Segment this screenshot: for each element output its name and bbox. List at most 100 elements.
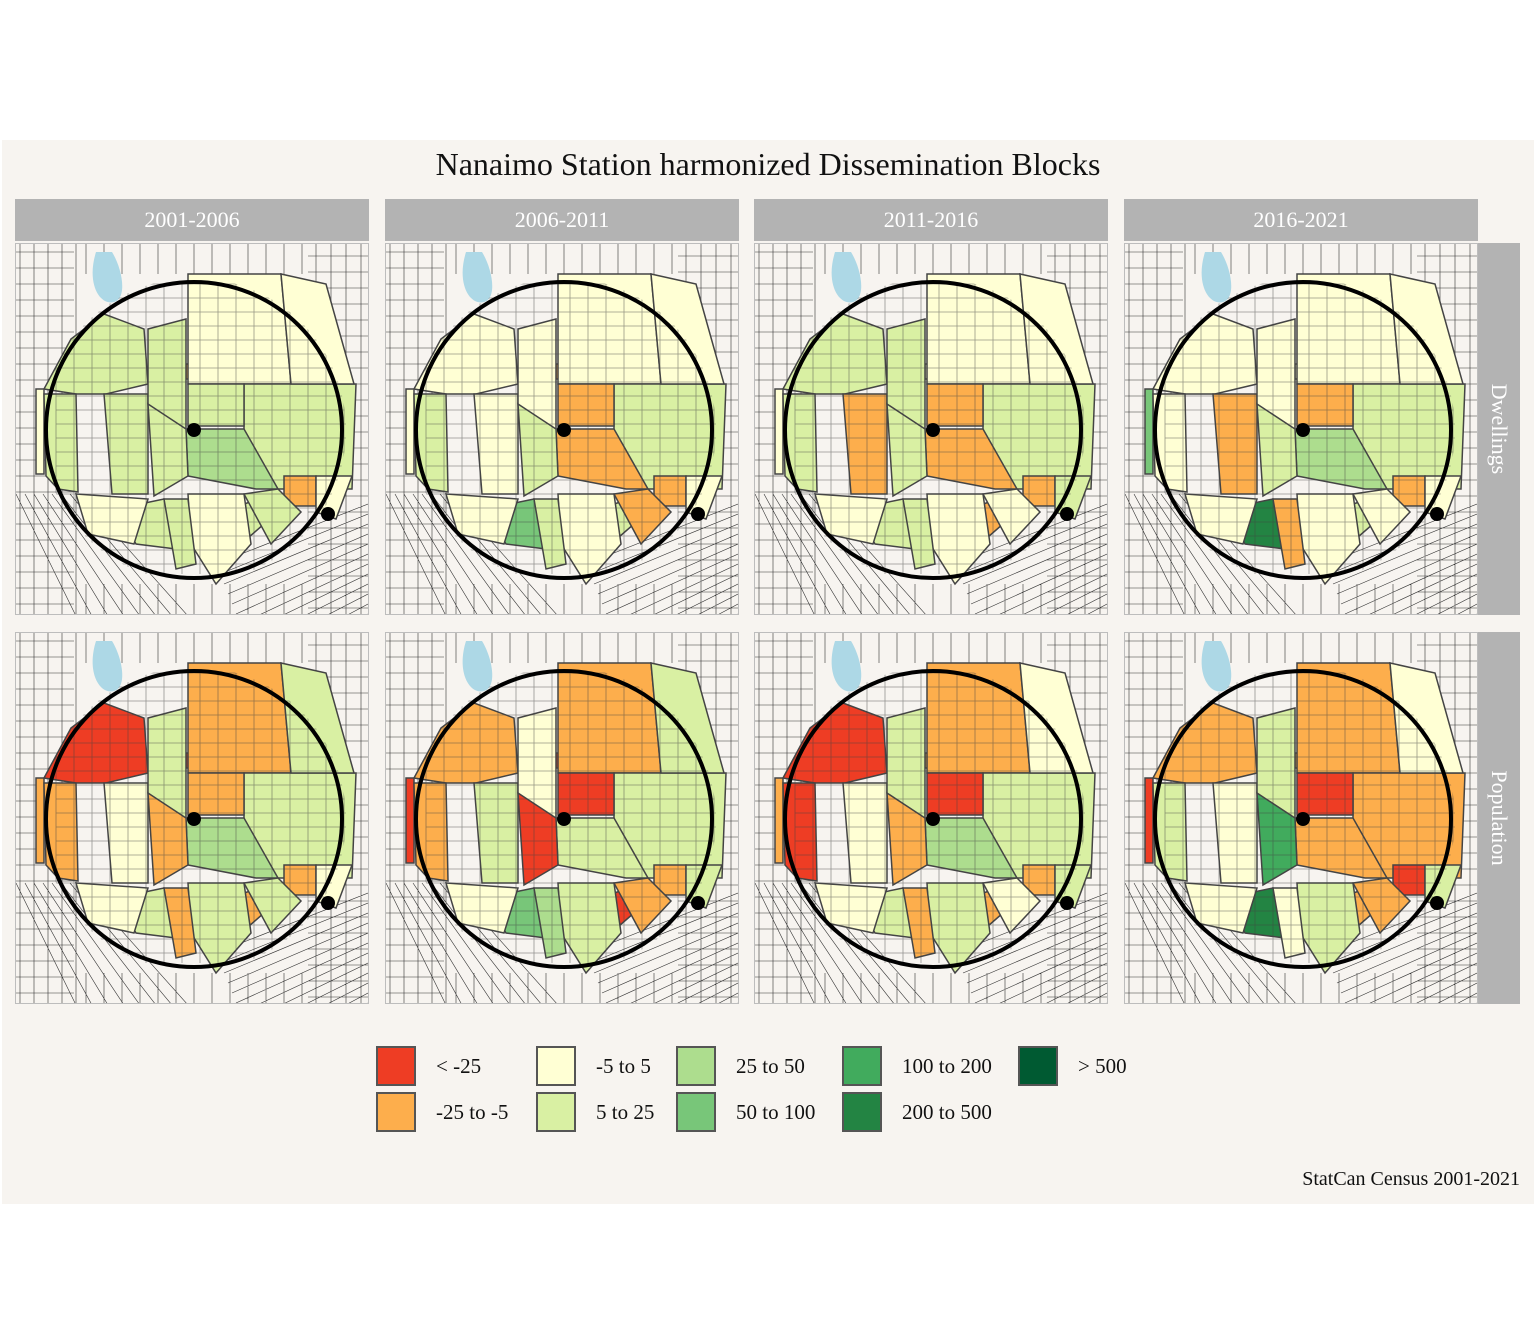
dissemination-block [35, 777, 45, 864]
dissemination-block [517, 402, 559, 498]
map-svg [386, 633, 738, 1003]
station-buffer-circle [783, 669, 1083, 969]
dissemination-block [650, 273, 725, 385]
legend-key [536, 1092, 576, 1132]
caption: StatCan Census 2001-2021 [1302, 1168, 1520, 1190]
legend-label: 5 to 25 [596, 1100, 655, 1124]
dissemination-block [1389, 273, 1464, 385]
map-panel [754, 632, 1108, 1004]
dissemination-block [612, 877, 673, 935]
legend-key [1018, 1046, 1058, 1086]
dissemination-block [444, 493, 519, 545]
station-buffer-circle [1153, 669, 1453, 969]
station-point [187, 812, 201, 826]
dissemination-block [280, 273, 355, 385]
legend-label: -5 to 5 [596, 1054, 651, 1078]
dissemination-block [650, 662, 725, 774]
legend-key [676, 1092, 716, 1132]
dissemination-block [103, 782, 149, 884]
station-point [321, 507, 335, 521]
map-panel [1124, 632, 1478, 1004]
dissemination-block [103, 393, 149, 495]
row-strip-dwellings: Dwellings [1478, 243, 1520, 615]
station-buffer-circle [414, 669, 714, 969]
station-buffer-circle [44, 669, 344, 969]
row-strip-label: Population [1487, 770, 1512, 866]
map-panel [385, 243, 739, 615]
dissemination-block [926, 772, 984, 816]
station-point [1430, 896, 1444, 910]
column-strip-3: 2011-2016 [754, 199, 1108, 241]
dissemination-block [405, 777, 415, 864]
dissemination-block [35, 388, 45, 475]
dissemination-block [813, 882, 888, 934]
legend-label: 100 to 200 [902, 1054, 992, 1078]
dissemination-block [473, 782, 519, 884]
station-buffer-circle [414, 280, 714, 580]
dissemination-block [1389, 662, 1464, 774]
map-svg [16, 633, 368, 1003]
dissemination-block [242, 877, 303, 935]
map-svg [1125, 244, 1477, 614]
station-point [557, 812, 571, 826]
dissemination-block [981, 488, 1042, 546]
station-buffer-circle [783, 280, 1083, 580]
dissemination-block [517, 791, 559, 887]
blocks [35, 662, 357, 975]
column-strip-1: 2001-2006 [15, 199, 369, 241]
dissemination-block [1212, 782, 1258, 884]
column-strip-4: 2016-2021 [1124, 199, 1478, 241]
legend-key [376, 1092, 416, 1132]
dissemination-block [74, 493, 149, 545]
legend-label: > 500 [1078, 1054, 1127, 1078]
map-panel [1124, 243, 1478, 615]
row-strip-population: Population [1478, 632, 1520, 1004]
station-point [1296, 812, 1310, 826]
dissemination-block [242, 488, 303, 546]
legend-key [676, 1046, 716, 1086]
dissemination-block [280, 662, 355, 774]
station-point [187, 423, 201, 437]
dissemination-block [813, 493, 888, 545]
station-point [1430, 507, 1444, 521]
dissemination-block [1183, 882, 1258, 934]
lake [1201, 252, 1232, 303]
map-svg [16, 244, 368, 614]
lake [1201, 641, 1232, 692]
dissemination-block [926, 383, 984, 427]
legend-label: 25 to 50 [736, 1054, 805, 1078]
map-panel [385, 632, 739, 1004]
dissemination-block [774, 388, 784, 475]
legend-key [842, 1092, 882, 1132]
dissemination-block [1019, 662, 1094, 774]
lake [831, 641, 862, 692]
dissemination-block [886, 402, 928, 498]
dissemination-block [147, 402, 189, 498]
figure: Nanaimo Station harmonized Dissemination… [2, 140, 1534, 1204]
dissemination-block [1144, 388, 1154, 475]
dissemination-block [1144, 777, 1154, 864]
station-point [926, 812, 940, 826]
legend-key [842, 1046, 882, 1086]
map-panel [754, 243, 1108, 615]
legend-label: 200 to 500 [902, 1100, 992, 1124]
station-point [926, 423, 940, 437]
map-svg [1125, 633, 1477, 1003]
dissemination-block [187, 772, 245, 816]
lake [462, 641, 493, 692]
dissemination-block [1183, 493, 1258, 545]
lake [462, 252, 493, 303]
dissemination-block [557, 772, 615, 816]
dissemination-block [1296, 772, 1354, 816]
lake [92, 641, 123, 692]
dissemination-block [74, 882, 149, 934]
dissemination-block [187, 383, 245, 427]
column-strip-2: 2006-2011 [385, 199, 739, 241]
station-buffer-circle [1153, 280, 1453, 580]
dissemination-block [774, 777, 784, 864]
map-svg [755, 633, 1107, 1003]
map-svg [386, 244, 738, 614]
page-title: Nanaimo Station harmonized Dissemination… [435, 146, 1101, 182]
station-buffer-circle [44, 280, 344, 580]
dissemination-block [405, 388, 415, 475]
